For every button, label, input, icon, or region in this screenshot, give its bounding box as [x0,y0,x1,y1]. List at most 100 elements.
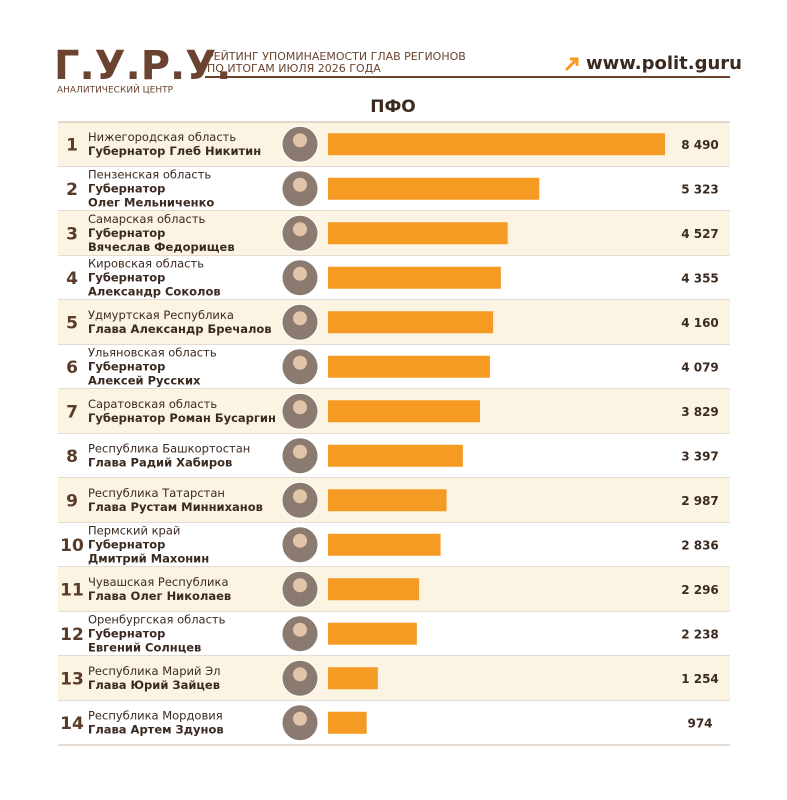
portrait-head [293,444,307,459]
leader-name: Губернатор Глеб Никитин [88,144,261,158]
bar [328,177,540,200]
rank: 5 [66,313,78,333]
rank: 7 [66,402,78,422]
region: Республика Башкортостан [88,441,250,455]
leader-name: Губернатор [88,359,165,373]
leader-name: Губернатор Роман Бусаргин [88,411,276,425]
region: Ульяновская область [88,345,217,359]
rank: 4 [66,269,78,289]
value-label: 3 397 [681,449,719,463]
portrait-head [293,177,307,192]
bar [328,667,378,690]
url[interactable]: www.polit.guru [586,53,742,74]
leader-name: Глава Артем Здунов [88,722,224,736]
leader-name: Губернатор [88,226,165,240]
bar [328,400,480,423]
value-label: 4 160 [681,316,719,330]
portrait-head [293,355,307,370]
bar [328,355,490,378]
portrait-head [293,533,307,548]
rank: 12 [60,625,84,645]
region: Пермский край [88,523,180,537]
leader-name: Глава Юрий Зайцев [88,678,220,692]
region: Самарская область [88,212,206,226]
portrait-head [293,133,307,148]
bar [328,711,367,734]
region: Оренбургская область [88,612,226,626]
bar [328,533,441,556]
value-label: 5 323 [681,182,719,196]
bar [328,622,417,645]
bar [328,489,447,512]
value-label: 974 [687,716,712,730]
leader-name: Олег Мельниченко [88,195,214,209]
portrait-head [293,711,307,726]
region: Нижегородская область [88,130,236,144]
row-background [58,700,730,745]
leader-name: Губернатор [88,537,165,551]
rank: 9 [66,491,78,511]
logo: Г.У.Р.У. [54,43,231,89]
subtitle-line: РЕЙТИНГ УПОМИНАЕМОСТИ ГЛАВ РЕГИОНОВ [207,50,466,63]
leader-name: Губернатор [88,626,165,640]
value-label: 4 527 [681,227,719,241]
portrait-head [293,578,307,593]
rank: 8 [66,447,78,467]
rank: 1 [66,135,78,155]
rank: 6 [66,358,78,378]
value-label: 3 829 [681,405,719,419]
region: Республика Марий Эл [88,664,220,678]
value-label: 4 355 [681,271,719,285]
rank: 10 [60,536,84,556]
portrait-head [293,222,307,237]
leader-name: Александр Соколов [88,284,221,298]
bar [328,444,463,467]
region: Республика Мордовия [88,708,223,722]
value-label: 2 238 [681,627,719,641]
bar [328,311,494,334]
leader-name: Глава Олег Николаев [88,589,231,603]
leader-name: Вячеслав Федорищев [88,240,235,254]
bar [328,222,508,245]
leader-name: Губернатор [88,270,165,284]
value-label: 8 490 [681,138,719,152]
region: Чувашская Республика [88,575,229,589]
leader-name: Алексей Русских [88,373,201,387]
bar [328,266,501,289]
leader-name: Глава Александр Бречалов [88,322,272,336]
bar [328,133,665,156]
leader-name: Глава Рустам Минниханов [88,500,263,514]
chart-title: ПФО [370,97,416,117]
leader-name: Дмитрий Махонин [88,551,209,565]
portrait-head [293,311,307,326]
region: Пензенская область [88,167,211,181]
bar [328,578,420,601]
region: Республика Татарстан [88,486,225,500]
leader-name: Губернатор [88,181,165,195]
portrait-head [293,622,307,637]
rank: 13 [60,669,84,689]
leader-name: Глава Радий Хабиров [88,455,232,469]
arrow-icon [564,57,579,72]
row-background [58,656,730,701]
subtitle-line: ПО ИТОГАМ ИЮЛЯ 2026 ГОДА [207,62,381,75]
portrait-head [293,400,307,415]
logo-subtitle: АНАЛИТИЧЕСКИЙ ЦЕНТР [57,84,174,96]
region: Кировская область [88,256,204,270]
value-label: 1 254 [681,672,719,686]
leader-name: Евгений Солнцев [88,640,201,654]
rank: 3 [66,224,78,244]
portrait-head [293,667,307,682]
rank: 14 [60,714,84,734]
value-label: 2 836 [681,538,719,552]
value-label: 2 296 [681,583,719,597]
rank: 11 [60,580,84,600]
rank: 2 [66,180,78,200]
region: Саратовская область [88,397,217,411]
region: Удмуртская Республика [88,308,234,322]
portrait-head [293,266,307,281]
portrait-head [293,489,307,504]
value-label: 2 987 [681,494,719,508]
